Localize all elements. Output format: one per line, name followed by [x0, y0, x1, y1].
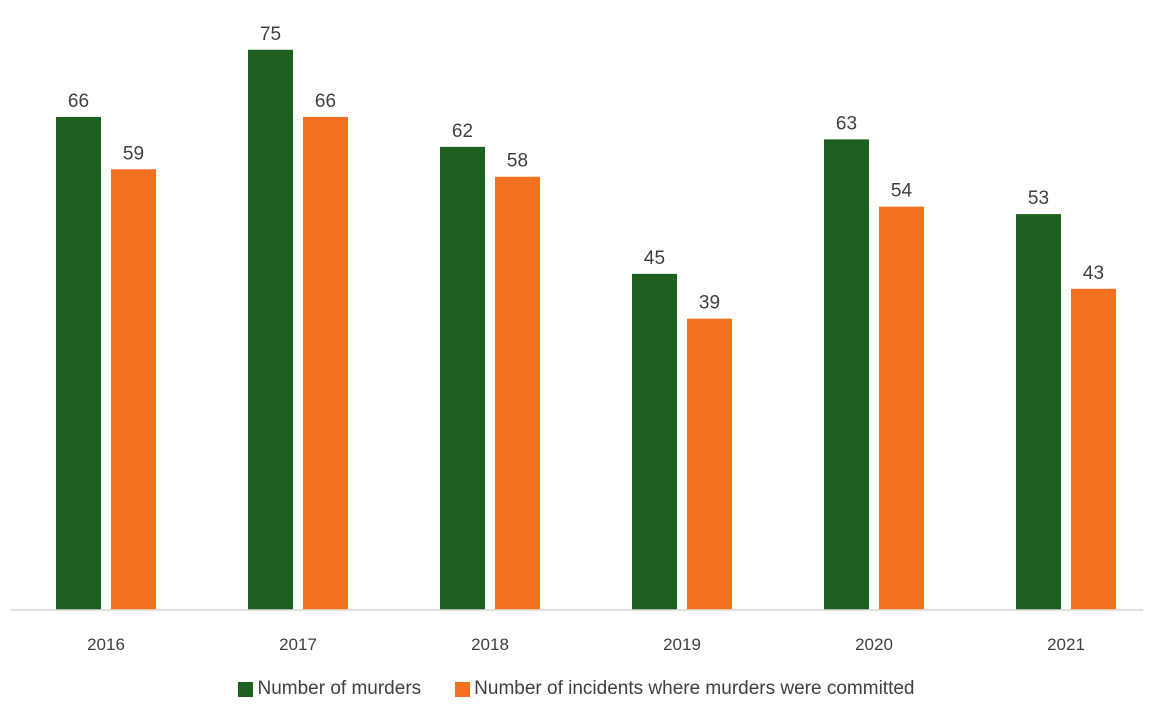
bar-murders-2018	[440, 146, 485, 611]
bar-murders-2019	[632, 273, 677, 610]
bar-incidents-2020	[879, 206, 924, 610]
x-tick-label-2018: 2018	[471, 635, 509, 654]
data-label-incidents-2021: 43	[1083, 263, 1104, 284]
bar-murders-2020	[824, 139, 869, 610]
bar-murders-2021	[1016, 214, 1061, 610]
bar-incidents-2017	[303, 116, 348, 610]
bars-layer	[56, 49, 1116, 611]
x-tick-label-2019: 2019	[663, 635, 701, 654]
data-label-murders-2017: 75	[260, 24, 281, 45]
data-label-murders-2020: 63	[836, 113, 857, 134]
data-label-incidents-2019: 39	[699, 293, 720, 314]
bar-incidents-2021	[1071, 288, 1116, 610]
legend-swatch-murders	[238, 681, 254, 697]
legend-item-incidents: Number of incidents where murders were c…	[455, 678, 915, 700]
bar-murders-2017	[248, 49, 293, 610]
x-tick-label-2021: 2021	[1047, 635, 1085, 654]
data-label-murders-2019: 45	[644, 248, 665, 269]
bar-incidents-2018	[495, 176, 540, 611]
data-label-murders-2018: 62	[452, 121, 473, 142]
legend-label-incidents: Number of incidents where murders were c…	[474, 678, 915, 699]
data-label-murders-2016: 66	[68, 91, 89, 112]
data-label-incidents-2017: 66	[315, 91, 336, 112]
data-label-murders-2021: 53	[1028, 188, 1049, 209]
data-labels-layer: 66 59 75 66 62 58 45 39 63 54 53 43	[68, 24, 1104, 314]
bar-murders-2016	[56, 116, 101, 610]
x-tick-label-2016: 2016	[87, 635, 125, 654]
legend-label-murders: Number of murders	[257, 678, 422, 699]
data-label-incidents-2016: 59	[123, 143, 144, 164]
x-tick-label-2017: 2017	[279, 635, 317, 654]
legend-swatch-incidents	[455, 681, 471, 697]
bar-incidents-2019	[687, 318, 732, 610]
data-label-incidents-2020: 54	[891, 181, 913, 202]
x-tick-labels: 2016 2017 2018 2019 2020 2021	[87, 635, 1085, 654]
data-label-incidents-2018: 58	[507, 151, 528, 172]
bar-incidents-2016	[111, 169, 156, 610]
legend: Number of murders Number of incidents wh…	[0, 678, 1153, 700]
legend-item-murders: Number of murders	[238, 678, 421, 700]
x-tick-label-2020: 2020	[855, 635, 893, 654]
